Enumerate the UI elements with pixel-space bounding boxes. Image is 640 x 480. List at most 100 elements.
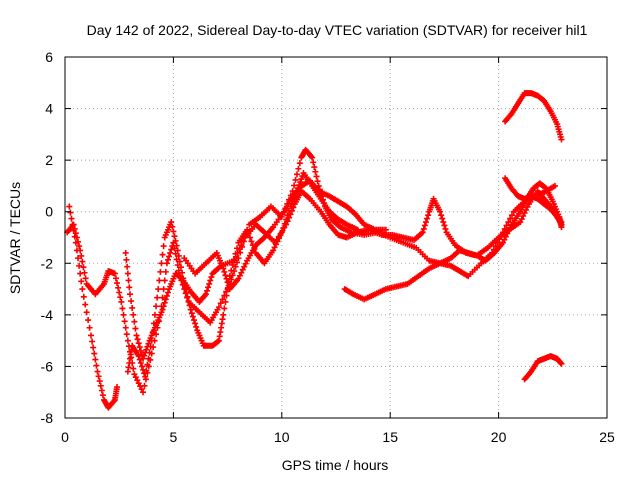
data-point (520, 213, 527, 220)
data-point (96, 378, 103, 385)
data-point (177, 264, 184, 271)
data-point (188, 310, 195, 317)
data-point (95, 373, 102, 380)
data-point (441, 222, 448, 229)
data-point (271, 244, 278, 251)
data-point (123, 256, 130, 263)
data-point (184, 293, 191, 300)
data-point (181, 286, 188, 293)
data-point (204, 287, 211, 294)
data-point (182, 285, 189, 292)
data-point (124, 270, 131, 277)
y-tick-label: -6 (41, 358, 54, 374)
data-point (131, 371, 138, 378)
y-tick-label: 2 (45, 152, 53, 168)
data-point (175, 252, 182, 259)
data-point (290, 204, 297, 211)
data-point (180, 275, 187, 282)
data-point (424, 215, 431, 222)
data-point (81, 269, 88, 276)
data-point (132, 374, 139, 381)
x-tick-label: 15 (382, 429, 398, 445)
data-point (130, 365, 137, 372)
data-point (148, 337, 155, 344)
data-point (111, 270, 118, 277)
data-point (66, 203, 73, 210)
data-point (291, 182, 298, 189)
data-point (185, 298, 192, 305)
data-point (517, 219, 524, 226)
data-point (205, 284, 212, 291)
data-point (173, 256, 180, 263)
data-point (141, 382, 148, 389)
data-point (179, 269, 186, 276)
data-point (126, 284, 133, 291)
data-point (153, 303, 160, 310)
data-point (439, 215, 446, 222)
series-track-8 (502, 175, 565, 228)
data-point (231, 256, 238, 263)
data-point (158, 260, 165, 267)
data-point (239, 266, 246, 273)
data-point (75, 255, 82, 262)
data-point (135, 340, 142, 347)
data-point (159, 306, 166, 313)
data-point (235, 275, 242, 282)
data-point (73, 234, 80, 241)
data-point (247, 234, 254, 241)
data-point (125, 277, 132, 284)
data-point (155, 286, 162, 293)
data-point (183, 289, 190, 296)
data-point (208, 274, 215, 281)
data-point (281, 220, 288, 227)
data-point (309, 154, 316, 161)
data-point (503, 222, 510, 229)
data-point (136, 356, 143, 363)
data-point (76, 243, 83, 250)
series-track-1 (66, 203, 121, 411)
data-point (135, 380, 142, 387)
data-point (312, 168, 319, 175)
x-tick-label: 10 (274, 429, 290, 445)
data-point (220, 311, 227, 318)
data-point (508, 212, 515, 219)
data-point (168, 219, 175, 226)
data-point (313, 173, 320, 180)
data-point (382, 226, 389, 233)
data-point (129, 304, 136, 311)
data-point (280, 225, 287, 232)
series-track-5 (181, 177, 389, 293)
data-point (558, 221, 565, 228)
data-point (140, 389, 147, 396)
data-point (186, 302, 193, 309)
data-point (97, 382, 104, 389)
data-point (229, 272, 236, 279)
data-point (145, 340, 152, 347)
data-point (181, 280, 188, 287)
data-point (156, 277, 163, 284)
data-point (117, 294, 124, 301)
data-point (167, 249, 174, 256)
data-point (79, 258, 86, 265)
data-point (174, 247, 181, 254)
data-point (154, 294, 161, 301)
plot-frame (64, 56, 608, 419)
data-point (223, 292, 230, 299)
data-point (206, 280, 213, 287)
data-point (150, 320, 157, 327)
y-tick-label: -2 (41, 255, 54, 271)
data-point (68, 215, 75, 222)
data-point (86, 324, 93, 331)
x-axis-label: GPS time / hours (282, 457, 389, 473)
data-point (248, 238, 255, 245)
data-point (78, 252, 85, 259)
data-point (162, 296, 169, 303)
data-point (292, 176, 299, 183)
data-point (440, 219, 447, 226)
data-point (142, 373, 149, 380)
data-point (420, 225, 427, 232)
data-point (157, 268, 164, 275)
y-tick-label: 4 (45, 101, 53, 117)
data-point (133, 332, 140, 339)
data-point (171, 233, 178, 240)
